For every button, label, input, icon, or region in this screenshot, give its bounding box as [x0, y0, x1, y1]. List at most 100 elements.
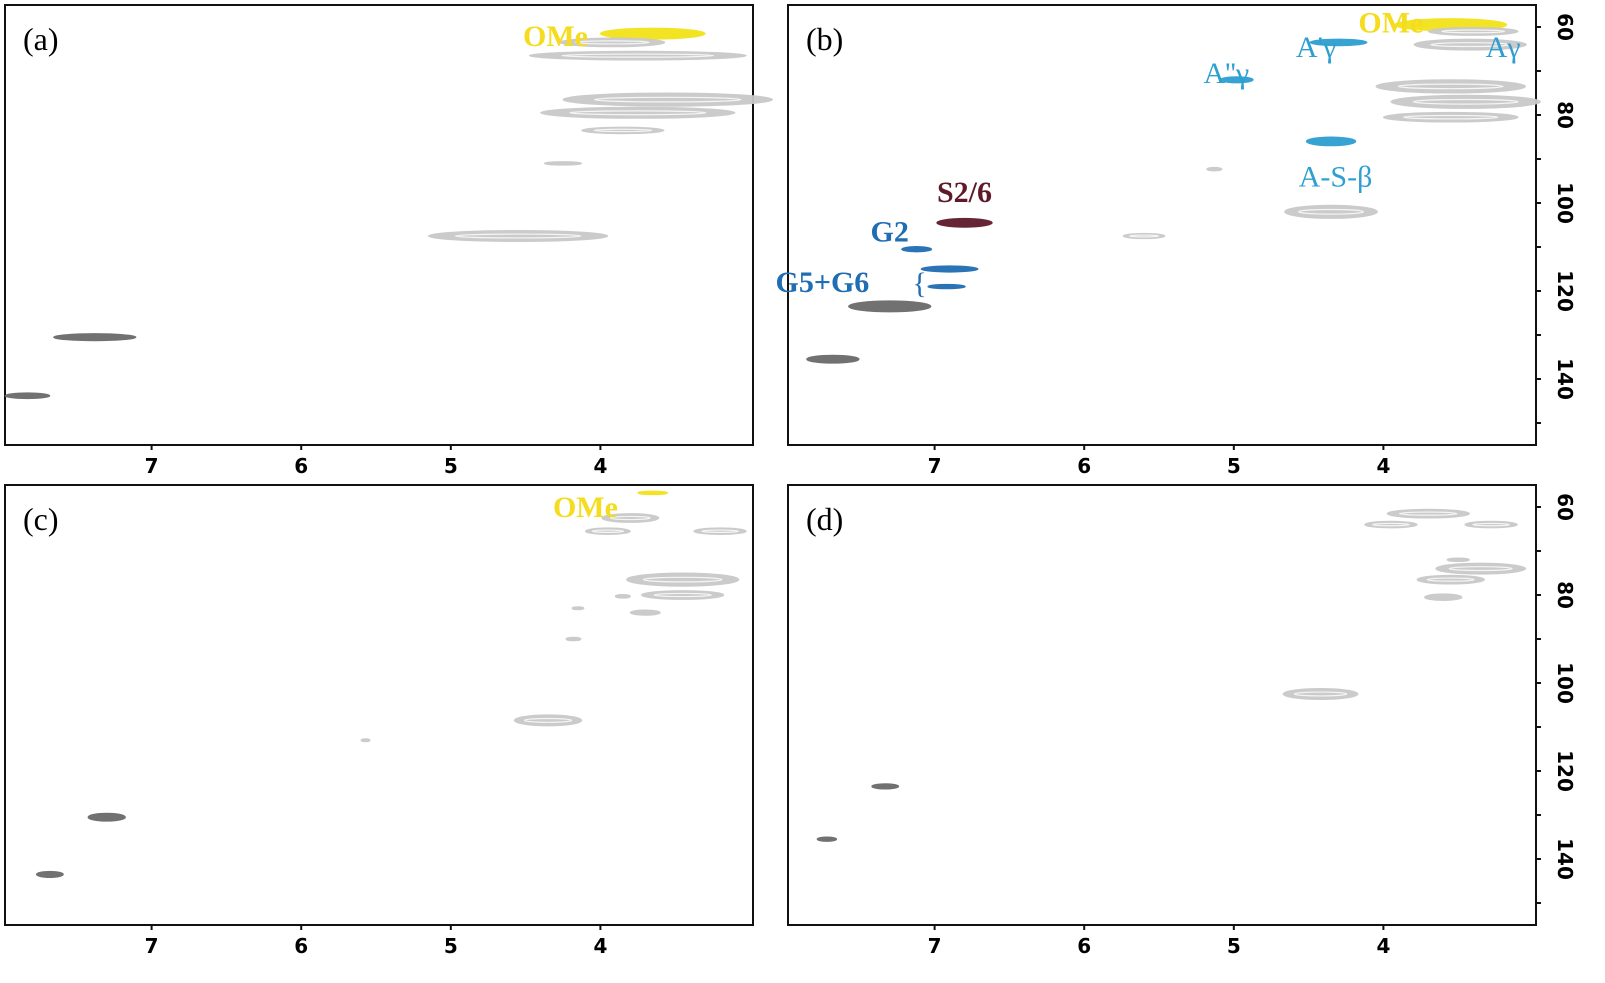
cross-peak: [806, 354, 860, 364]
cross-peak: [4, 392, 51, 400]
annotation-label: OMe: [1358, 7, 1423, 40]
cross-peak: [1309, 38, 1368, 47]
x-tick-label: 7: [928, 454, 942, 478]
cross-peak: [565, 636, 582, 642]
cross-peak: [936, 217, 993, 228]
panel-a: 7 6 5 4 (a) OMe: [4, 4, 773, 478]
signals: [35, 490, 747, 878]
contour-line: [1398, 511, 1458, 516]
y-tick-label: 100: [1553, 662, 1577, 704]
cross-peak: [1464, 520, 1518, 529]
cross-peak: [513, 714, 583, 727]
panel-b: 7 6 5 4 60 80 100 120 140 (b) OMe A'γ Aγ A''γ A-S-β S2/…: [776, 4, 1577, 478]
annotation-label: OMe: [523, 20, 588, 53]
annotation-label: A''γ: [1203, 57, 1249, 90]
plot-frame: [787, 4, 1537, 446]
cross-peak: [1390, 94, 1541, 109]
x-tick-label: 5: [1227, 454, 1241, 478]
cross-peak: [1206, 166, 1223, 172]
cross-peak: [427, 230, 609, 242]
cross-peak: [1382, 111, 1519, 123]
cross-peak: [637, 490, 669, 496]
x-tick-label: 4: [593, 454, 607, 478]
contour-line: [1426, 577, 1475, 582]
cross-peak: [927, 283, 966, 290]
contour-line: [593, 96, 742, 103]
cross-peak: [360, 738, 371, 743]
cross-peak: [848, 300, 932, 313]
panel-label: (a): [23, 21, 59, 57]
cross-peak: [543, 161, 583, 166]
panel-label: (b): [806, 21, 843, 57]
contour-line: [1412, 98, 1519, 105]
cross-peak: [571, 606, 585, 611]
contour-line: [1472, 522, 1511, 527]
signals: [4, 27, 773, 400]
y-tick-label: 100: [1553, 182, 1577, 224]
cross-peak: [540, 106, 736, 119]
annotation-label: OMe: [553, 491, 618, 524]
cross-peak: [1122, 232, 1166, 240]
cross-peak: [1416, 574, 1485, 585]
x-tick-label: 5: [1227, 934, 1241, 958]
plot-frame: [4, 484, 754, 926]
contour-line: [642, 576, 723, 583]
annotations: OMe: [553, 491, 618, 524]
cross-peak: [626, 572, 740, 587]
x-tick-label: 6: [294, 934, 308, 958]
y-tick-label: 140: [1553, 838, 1577, 880]
x-tick-label: 7: [928, 934, 942, 958]
contour-line: [1371, 522, 1410, 527]
x-tick-label: 4: [1376, 454, 1390, 478]
cross-peak: [629, 609, 661, 616]
x-tick-label: 7: [145, 934, 159, 958]
signals: [816, 508, 1527, 842]
annotation-label: A-S-β: [1299, 161, 1373, 194]
x-tick-label: 7: [145, 454, 159, 478]
brace-symbol: {: [912, 267, 926, 300]
cross-peak: [1305, 136, 1357, 147]
cross-peak: [1386, 508, 1470, 519]
y-tick-label: 60: [1553, 13, 1577, 41]
panel-label: (c): [23, 501, 59, 537]
cross-peak: [901, 246, 933, 253]
cross-peak: [1284, 204, 1378, 219]
x-axis: 7 6 5 4: [145, 925, 607, 958]
annotation-label: G5+G6: [776, 266, 870, 299]
cross-peak: [1446, 557, 1470, 563]
contour-line: [561, 53, 715, 58]
signals: [806, 18, 1541, 364]
plot-frame: [787, 484, 1537, 926]
contour-line: [653, 592, 713, 598]
cross-peak: [1413, 38, 1527, 51]
cross-peak: [1364, 520, 1418, 529]
x-tick-label: 4: [593, 934, 607, 958]
annotation-label: A'γ: [1296, 31, 1336, 64]
cross-peak: [693, 527, 747, 536]
cross-peak: [1427, 26, 1519, 36]
y-tick-label: 120: [1553, 270, 1577, 312]
contour-line: [1128, 234, 1160, 238]
cross-peak: [528, 50, 747, 61]
contour-line: [523, 717, 573, 723]
cross-peak: [816, 836, 838, 842]
annotation-label: S2/6: [937, 176, 992, 209]
x-tick-label: 4: [1376, 934, 1390, 958]
x-tick-label: 6: [1077, 934, 1091, 958]
cross-peak: [871, 783, 900, 790]
annotation-label: Aγ: [1486, 31, 1521, 64]
cross-peak: [559, 37, 666, 48]
y-tick-label: 120: [1553, 750, 1577, 792]
contour-line: [1397, 83, 1504, 90]
cross-peak: [562, 92, 773, 107]
contour-line: [609, 515, 651, 521]
cross-peak: [614, 594, 631, 599]
cross-peak: [601, 513, 660, 523]
x-axis: 7 6 5 4: [928, 445, 1390, 478]
plot-frame: [4, 4, 754, 446]
cross-peak: [584, 527, 631, 536]
x-tick-label: 6: [1077, 454, 1091, 478]
y-axis: 60 80 100 120 140: [1536, 493, 1577, 904]
contour-line: [1293, 691, 1348, 697]
